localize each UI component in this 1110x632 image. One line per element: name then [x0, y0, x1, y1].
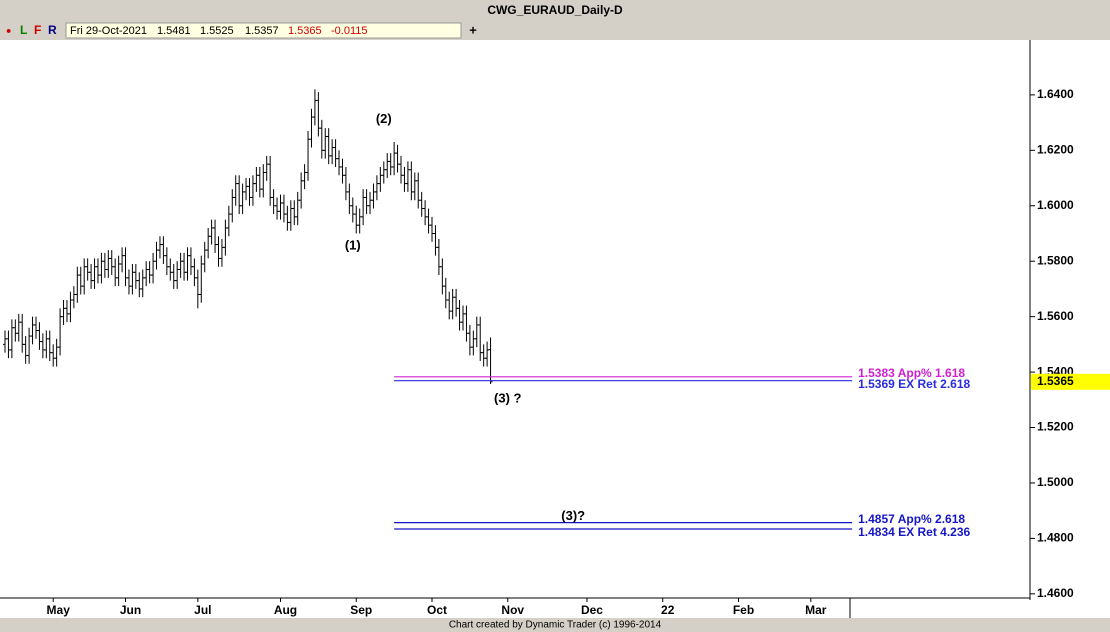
quote-change: -0.0115 [331, 25, 368, 37]
wave-label: (3)? [561, 508, 585, 523]
x-tick-label: Dec [581, 603, 603, 617]
wave-label: (1) [345, 237, 361, 252]
quote-open: 1.5481 [157, 25, 191, 37]
quote-low: 1.5357 [245, 25, 279, 37]
toolbar-button[interactable]: F [34, 23, 41, 37]
title-bar [0, 0, 1110, 20]
y-tick-label: 1.6200 [1037, 142, 1074, 156]
level-label: 1.5383 App% 1.618 [858, 366, 965, 380]
wave-label: (3) ? [494, 390, 522, 405]
level-label: 1.4834 EX Ret 4.236 [858, 525, 970, 539]
add-button[interactable]: + [469, 22, 477, 37]
x-tick-label: Oct [427, 603, 447, 617]
x-tick-label: Feb [733, 603, 754, 617]
quote-high: 1.5525 [200, 25, 234, 37]
footer: Chart created by Dynamic Trader (c) 1996… [449, 620, 662, 631]
price-box [1031, 373, 1110, 390]
x-tick-label: Nov [501, 603, 524, 617]
toolbar-button[interactable]: L [20, 23, 27, 37]
x-tick-label: Aug [274, 603, 297, 617]
toolbar-button[interactable]: R [48, 23, 57, 37]
footer-bar [0, 618, 1110, 632]
y-tick-label: 1.5800 [1037, 253, 1074, 267]
wave-label: (2) [376, 111, 392, 126]
quote-date: Fri 29-Oct-2021 [70, 25, 147, 37]
level-label: 1.5369 EX Ret 2.618 [858, 377, 970, 391]
x-tick-label: 22 [661, 603, 675, 617]
x-tick-label: Mar [805, 603, 827, 617]
x-tick-label: Jul [194, 603, 211, 617]
x-tick-label: Jun [120, 603, 141, 617]
x-tick-label: May [47, 603, 71, 617]
window-title: CWG_EURAUD_Daily-D [487, 3, 623, 17]
y-tick-label: 1.4800 [1037, 531, 1074, 545]
y-tick-label: 1.5200 [1037, 420, 1074, 434]
x-tick-label: Sep [350, 603, 372, 617]
y-tick-label: 1.5600 [1037, 309, 1074, 323]
y-tick-label: 1.5000 [1037, 475, 1074, 489]
level-label: 1.4857 App% 2.618 [858, 512, 965, 526]
y-tick-label: 1.4600 [1037, 586, 1074, 600]
y-tick-label: 1.6400 [1037, 87, 1074, 101]
y-tick-label: 1.6000 [1037, 198, 1074, 212]
plot-background [0, 40, 1110, 618]
toolbar-button[interactable]: ● [6, 25, 11, 35]
price-box-label: 1.5365 [1037, 374, 1074, 388]
quote-close: 1.5365 [288, 25, 322, 37]
quote-box [65, 22, 462, 39]
